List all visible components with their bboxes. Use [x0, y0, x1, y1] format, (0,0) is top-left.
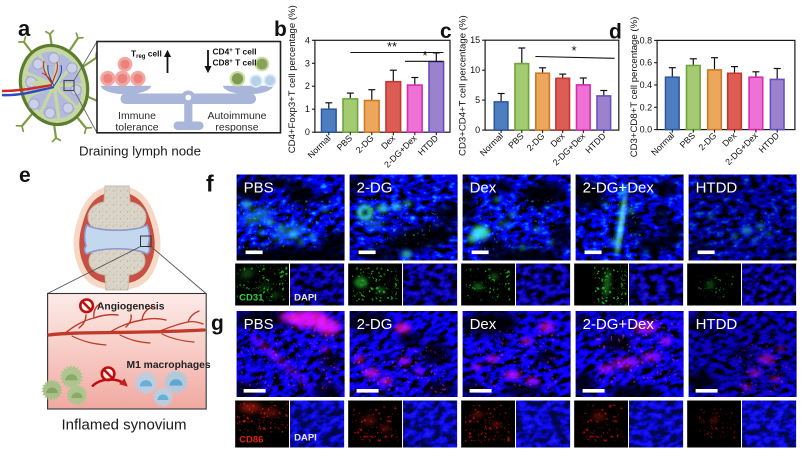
svg-text:2-DG: 2-DG [354, 133, 376, 155]
svg-text:2-DG+Dex: 2-DG+Dex [583, 316, 655, 333]
svg-text:Angiogenesis: Angiogenesis [97, 302, 165, 313]
svg-text:CD3+CD8+T cell percentage (%): CD3+CD8+T cell percentage (%) [629, 17, 640, 158]
svg-text:Treg cell: Treg cell [131, 49, 162, 61]
svg-text:0.4: 0.4 [640, 80, 653, 90]
svg-text:Dex: Dex [470, 316, 497, 333]
svg-text:2-DG: 2-DG [696, 130, 718, 152]
svg-text:**: ** [387, 39, 397, 54]
svg-text:Normal: Normal [478, 131, 505, 158]
svg-text:2-DG: 2-DG [525, 131, 547, 153]
svg-text:2: 2 [305, 81, 310, 91]
svg-text:PBS: PBS [244, 316, 274, 333]
svg-text:g: g [211, 312, 224, 335]
svg-text:Normal: Normal [649, 130, 676, 157]
svg-text:15: 15 [470, 35, 480, 45]
svg-text:HTDD: HTDD [583, 131, 607, 155]
svg-text:HTDD: HTDD [757, 130, 781, 154]
svg-text:4: 4 [305, 35, 310, 45]
svg-text:CD31: CD31 [239, 293, 264, 304]
svg-text:5: 5 [475, 95, 480, 105]
svg-text:2-DG: 2-DG [357, 316, 393, 333]
svg-text:PBS: PBS [335, 133, 355, 153]
svg-text:*: * [571, 43, 576, 58]
svg-text:PBS: PBS [678, 130, 698, 150]
svg-text:0: 0 [475, 125, 480, 135]
svg-text:2-DG: 2-DG [357, 180, 393, 197]
svg-text:d: d [609, 21, 622, 44]
svg-text:0.8: 0.8 [640, 35, 653, 45]
svg-text:Dex: Dex [379, 133, 398, 152]
svg-text:3: 3 [305, 58, 310, 68]
svg-text:Inflamed synovium: Inflamed synovium [61, 417, 186, 434]
svg-text:0: 0 [305, 127, 310, 137]
svg-text:CD4+Foxp3+T cell percentage (%: CD4+Foxp3+T cell percentage (%) [287, 5, 298, 153]
svg-text:PBS: PBS [506, 131, 526, 151]
svg-text:CD8+ T cell: CD8+ T cell [213, 58, 257, 68]
svg-text:c: c [440, 20, 452, 43]
svg-text:Immune: Immune [118, 110, 156, 122]
svg-text:Draining lymph node: Draining lymph node [79, 144, 201, 159]
svg-text:*: * [422, 48, 427, 63]
svg-text:DAPI: DAPI [294, 293, 317, 304]
svg-text:DAPI: DAPI [294, 433, 317, 444]
svg-text:e: e [19, 164, 31, 187]
svg-text:0.2: 0.2 [640, 102, 653, 112]
svg-text:response: response [215, 122, 258, 134]
svg-text:M1 macrophages: M1 macrophages [127, 360, 211, 371]
svg-text:b: b [274, 18, 287, 41]
svg-text:HTDD: HTDD [696, 180, 738, 197]
svg-text:2-DG+Dex: 2-DG+Dex [583, 180, 655, 197]
svg-text:Dex: Dex [470, 180, 497, 197]
svg-text:HTDD: HTDD [696, 316, 738, 333]
svg-text:10: 10 [470, 65, 480, 75]
svg-text:0.0: 0.0 [640, 125, 653, 135]
svg-text:1: 1 [305, 104, 310, 114]
svg-text:tolerance: tolerance [115, 122, 158, 134]
svg-text:a: a [18, 16, 31, 41]
svg-text:HTDD: HTDD [416, 133, 440, 157]
svg-text:CD4+ T cell: CD4+ T cell [213, 47, 257, 57]
svg-text:CD3+CD4+T cell percentage (%): CD3+CD4+T cell percentage (%) [458, 15, 469, 156]
svg-text:CD86: CD86 [239, 435, 263, 446]
svg-text:0.6: 0.6 [640, 58, 653, 68]
svg-text:PBS: PBS [244, 180, 274, 197]
svg-text:f: f [206, 171, 214, 197]
svg-text:Autoimmune: Autoimmune [208, 110, 267, 122]
